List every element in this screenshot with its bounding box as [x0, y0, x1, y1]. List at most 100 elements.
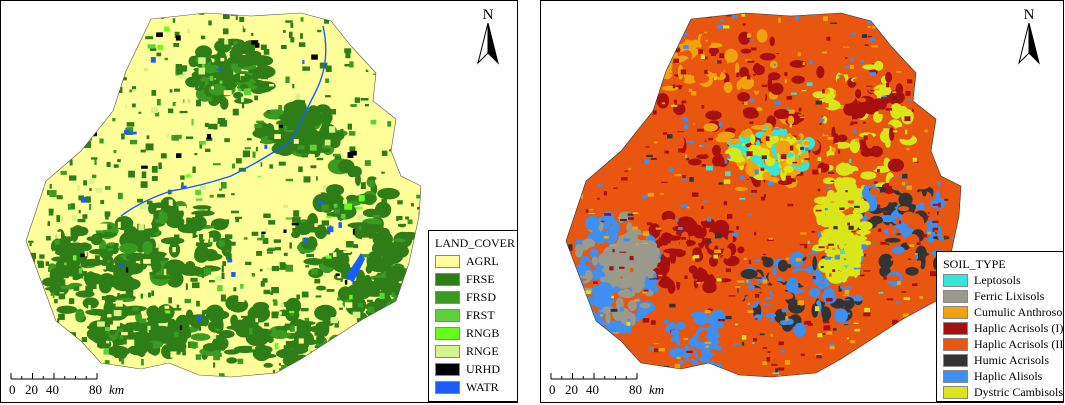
soil-patch — [706, 216, 712, 222]
land-cover-patch — [163, 26, 170, 32]
land-cover-patch — [246, 346, 254, 350]
land-cover-patch — [160, 15, 165, 19]
land-cover-patch — [117, 266, 134, 275]
land-cover-patch — [65, 29, 73, 34]
land-cover-patch — [354, 97, 360, 103]
soil-patch — [964, 99, 968, 102]
land-cover-patch — [397, 42, 402, 45]
land-cover-patch — [132, 306, 139, 311]
soil-patch — [669, 167, 674, 172]
legend-item-ferric-lixisols: Ferric Lixisols — [943, 288, 1044, 304]
soil-patch — [722, 25, 730, 29]
north-arrow: N — [473, 7, 503, 65]
soil-patch — [924, 201, 931, 213]
soil-patch — [587, 151, 594, 156]
land-cover-patch — [316, 157, 324, 161]
land-cover-patch — [52, 250, 56, 255]
soil-patch — [697, 348, 702, 359]
land-cover-patch — [357, 214, 364, 221]
land-cover-patch — [70, 227, 76, 235]
land-cover-patch — [285, 264, 293, 272]
land-cover-patch — [417, 330, 421, 333]
soil-patch — [636, 56, 655, 63]
soil-patch — [765, 312, 777, 319]
land-cover-patch — [397, 315, 402, 322]
land-cover-patch — [147, 325, 151, 333]
land-cover-patch — [218, 330, 235, 339]
soil-patch — [875, 352, 883, 357]
soil-patch — [612, 249, 615, 253]
soil-patch — [958, 99, 961, 102]
soil-patch — [681, 178, 687, 181]
land-cover-patch — [181, 182, 184, 189]
soil-patch — [623, 67, 628, 72]
land-cover-patch — [260, 162, 263, 167]
land-cover-patch — [240, 75, 248, 82]
land-cover-patch — [395, 307, 403, 322]
land-cover-patch — [303, 203, 309, 211]
land-cover-patch — [332, 252, 337, 257]
land-cover-patch — [379, 32, 384, 36]
soil-patch — [786, 95, 793, 100]
land-cover-patch — [68, 276, 73, 281]
land-cover-patch — [107, 248, 114, 251]
land-cover-patch — [213, 354, 221, 361]
land-cover-patch — [276, 119, 291, 126]
soil-patch — [618, 234, 630, 240]
land-cover-patch — [194, 152, 198, 156]
soil-patch — [742, 23, 746, 26]
land-cover-patch — [254, 123, 263, 129]
land-cover-patch — [70, 143, 74, 148]
soil-patch — [892, 97, 897, 100]
soil-patch — [778, 367, 785, 371]
soil-patch — [595, 90, 599, 95]
land-cover-patch — [59, 24, 63, 29]
soil-patch — [585, 290, 592, 295]
land-cover-patch — [94, 343, 98, 349]
soil-patch — [896, 233, 901, 236]
land-cover-patch — [62, 102, 70, 107]
land-cover-patch — [273, 300, 278, 306]
land-cover-patch — [82, 214, 88, 219]
land-cover-patch — [255, 318, 259, 323]
soil-patch — [885, 95, 890, 100]
soil-patch — [578, 90, 582, 94]
soil-patch — [829, 345, 835, 350]
land-cover-patch — [340, 213, 346, 219]
land-cover-patch — [284, 323, 292, 326]
soil-patch — [589, 97, 593, 103]
land-cover-patch — [259, 268, 263, 272]
land-cover-patch — [360, 281, 365, 287]
soil-patch — [762, 299, 780, 305]
land-cover-patch — [197, 88, 202, 92]
soil-patch — [668, 347, 686, 358]
soil-patch — [849, 64, 855, 69]
soil-patch — [717, 332, 735, 339]
soil-patch — [711, 144, 721, 157]
land-cover-patch — [192, 282, 200, 289]
land-cover-patch — [49, 183, 52, 189]
land-cover-patch — [296, 294, 300, 300]
land-cover-patch — [198, 140, 206, 145]
soil-patch — [844, 289, 850, 295]
land-cover-patch — [32, 342, 39, 348]
land-cover-patch — [239, 16, 245, 23]
soil-patch — [749, 133, 756, 145]
soil-patch — [749, 39, 754, 41]
soil-patch — [888, 176, 906, 191]
soil-patch — [916, 242, 921, 245]
soil-patch — [848, 289, 858, 297]
soil-patch — [852, 170, 861, 178]
soil-patch — [642, 74, 648, 78]
soil-patch — [956, 230, 960, 233]
soil-patch — [951, 236, 954, 241]
soil-patch — [673, 27, 679, 40]
soil-patch — [723, 365, 728, 371]
land-cover-patch — [370, 119, 377, 125]
land-cover-patch — [212, 163, 221, 166]
legend-label: Dystric Cambisols — [974, 384, 1063, 399]
land-cover-patch — [30, 44, 36, 51]
soil-patch — [753, 337, 757, 342]
legend-item-dystric-cambisols: Dystric Cambisols — [943, 384, 1063, 400]
land-cover-patch — [174, 331, 179, 338]
